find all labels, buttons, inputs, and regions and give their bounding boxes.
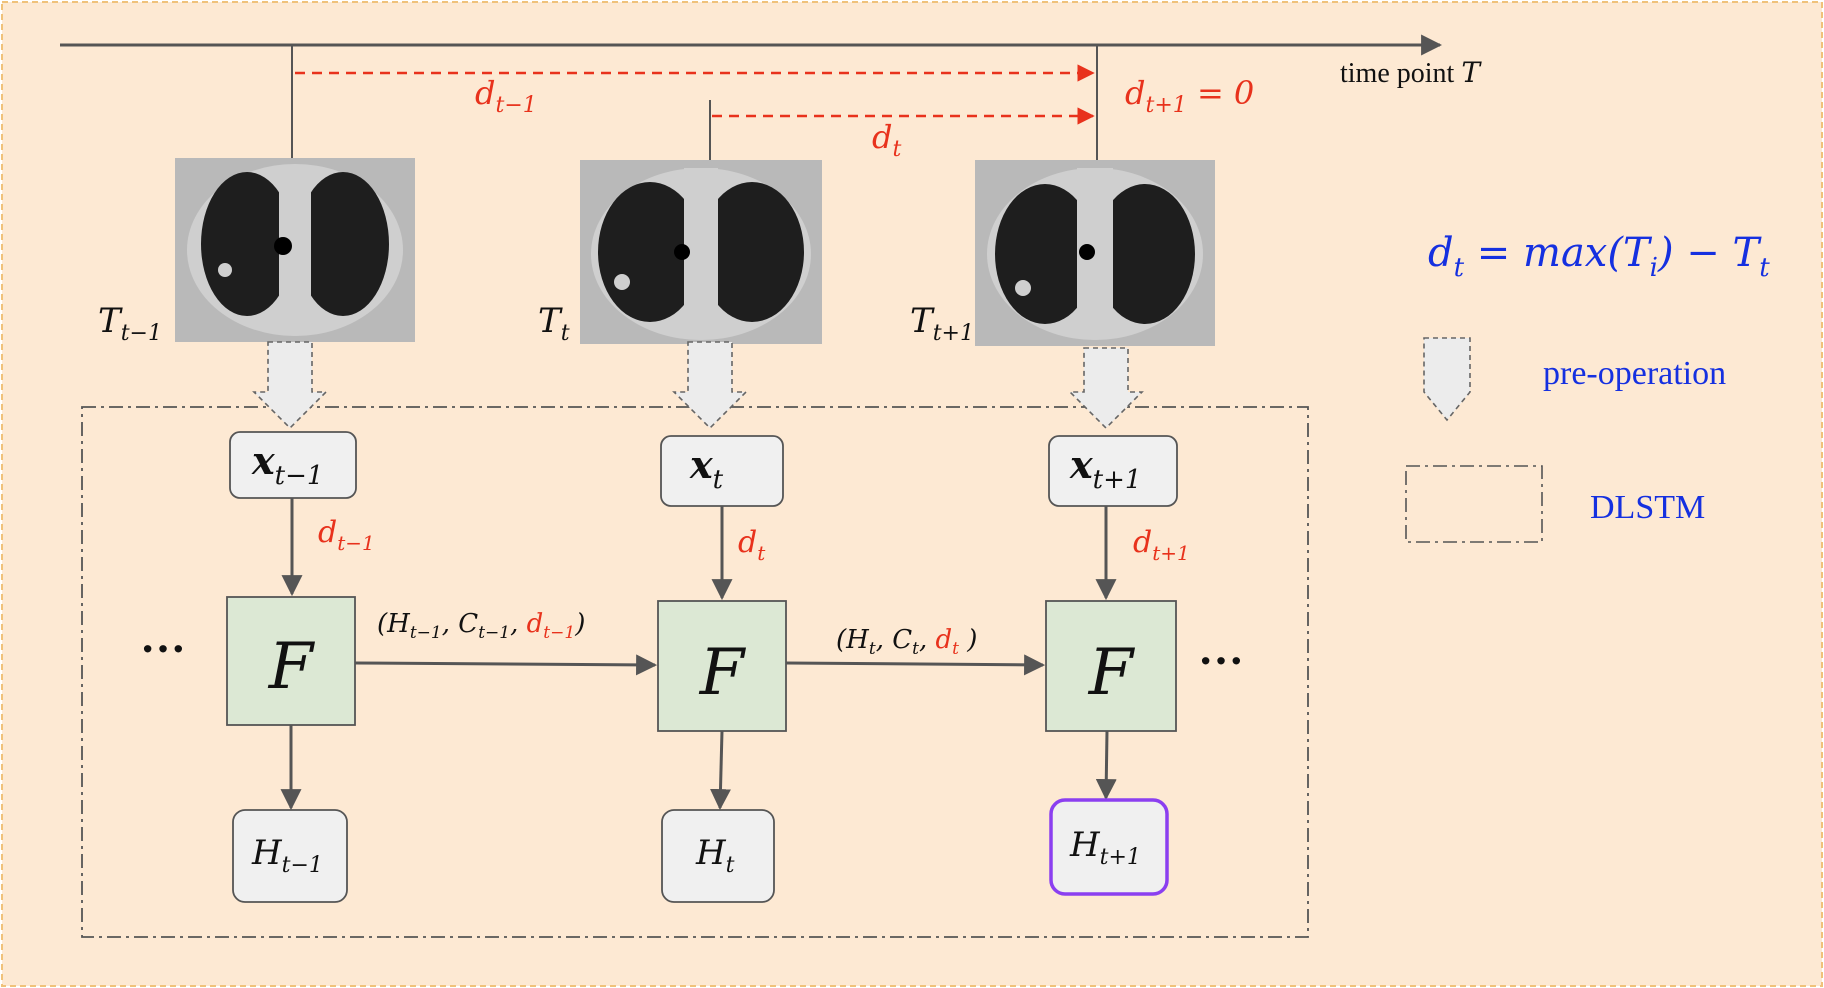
output-label-next: Ht+1 <box>1069 825 1141 870</box>
input-interval-prev: dt−1 <box>318 515 375 555</box>
input-label-next: xt+1 <box>1069 442 1141 495</box>
interval-label-prev: dt−1 <box>475 74 537 118</box>
pre-operation-arrow-next <box>1068 347 1144 430</box>
legend-formula: dt = max(Ti) − Tt <box>1428 230 1770 283</box>
input-interval-curr: dt <box>738 525 766 565</box>
cell-label-curr: F <box>699 636 747 710</box>
cell-next <box>1045 600 1177 732</box>
cell-label-next: F <box>1088 636 1136 710</box>
output-box-curr <box>661 809 775 903</box>
scan-label-curr: Tt <box>538 301 570 346</box>
interval-label-next: dt+1 = 0 <box>1125 74 1254 118</box>
input-box-next <box>1048 435 1178 507</box>
ellipsis-right: ··· <box>1198 635 1244 686</box>
output-arrow-curr <box>709 730 731 811</box>
pre-operation-arrow-curr <box>672 341 748 430</box>
ct-scan-curr <box>580 160 822 344</box>
output-box-next <box>1049 798 1169 896</box>
interval-label-curr: dt <box>872 118 901 162</box>
cell-curr <box>657 600 787 732</box>
output-arrow-next <box>1095 730 1117 801</box>
timeline-label: time point T <box>1340 56 1482 89</box>
pre-operation-arrow-prev <box>252 341 328 430</box>
scan-label-next: Tt+1 <box>910 301 974 346</box>
cell-prev <box>226 596 356 726</box>
input-label-prev: xt−1 <box>251 438 323 491</box>
output-label-curr: Ht <box>695 833 735 878</box>
state-label-1: (Ht−1, Ct−1, dt−1) <box>377 609 585 643</box>
input-interval-next: dt+1 <box>1133 525 1190 565</box>
output-label-prev: Ht−1 <box>251 833 323 878</box>
legend-dlstm-icon <box>1405 465 1543 543</box>
legend-dlstm-label: DLSTM <box>1590 489 1705 526</box>
legend-pre-operation-icon <box>1423 337 1471 422</box>
ct-scan-prev <box>175 158 415 342</box>
legend-pre-operation-label: pre-operation <box>1543 355 1726 392</box>
state-arrow-1 <box>354 654 658 676</box>
input-label-curr: xt <box>689 442 724 495</box>
ct-scan-next <box>975 160 1215 346</box>
state-arrow-2 <box>785 654 1046 676</box>
ellipsis-left: ··· <box>140 623 186 674</box>
scan-label-prev: Tt−1 <box>98 301 162 346</box>
state-label-2: (Ht, Ct, dt ) <box>836 625 977 659</box>
output-box-prev <box>232 809 348 903</box>
cell-label-prev: F <box>268 630 316 704</box>
